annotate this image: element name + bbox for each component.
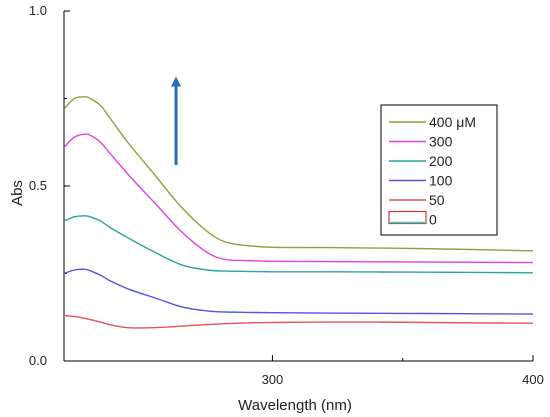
series-line-2 (63, 215, 534, 274)
legend-label-2: 200 (429, 153, 453, 169)
series-line-0 (63, 96, 534, 252)
legend-label-5: 0 (429, 212, 437, 228)
series-line-3 (63, 268, 534, 315)
legend-box (380, 104, 498, 236)
series-line-1 (63, 133, 534, 264)
plot-area (63, 76, 534, 329)
legend-label-3: 100 (429, 173, 453, 189)
x-tick-label: 400 (522, 372, 544, 387)
legend-label-4: 50 (429, 192, 445, 208)
y-tick-label: 0.0 (29, 353, 47, 368)
x-tick-label: 300 (262, 372, 284, 387)
legend: 400 μM 300 200 100 50 0 (380, 104, 498, 236)
trend-arrow-head (171, 76, 182, 87)
axes: 0.0 0.5 1.0 300 400 (29, 3, 544, 387)
legend-label-0: 400 μM (429, 114, 476, 130)
series-line-4 (63, 314, 534, 329)
y-tick-label: 0.5 (29, 178, 47, 193)
legend-label-1: 300 (429, 134, 453, 150)
y-axis-title: Abs (9, 180, 26, 206)
x-axis-title: Wavelength (nm) (238, 397, 352, 414)
legend-swatch-5 (388, 210, 427, 225)
y-tick-label: 1.0 (29, 3, 47, 18)
